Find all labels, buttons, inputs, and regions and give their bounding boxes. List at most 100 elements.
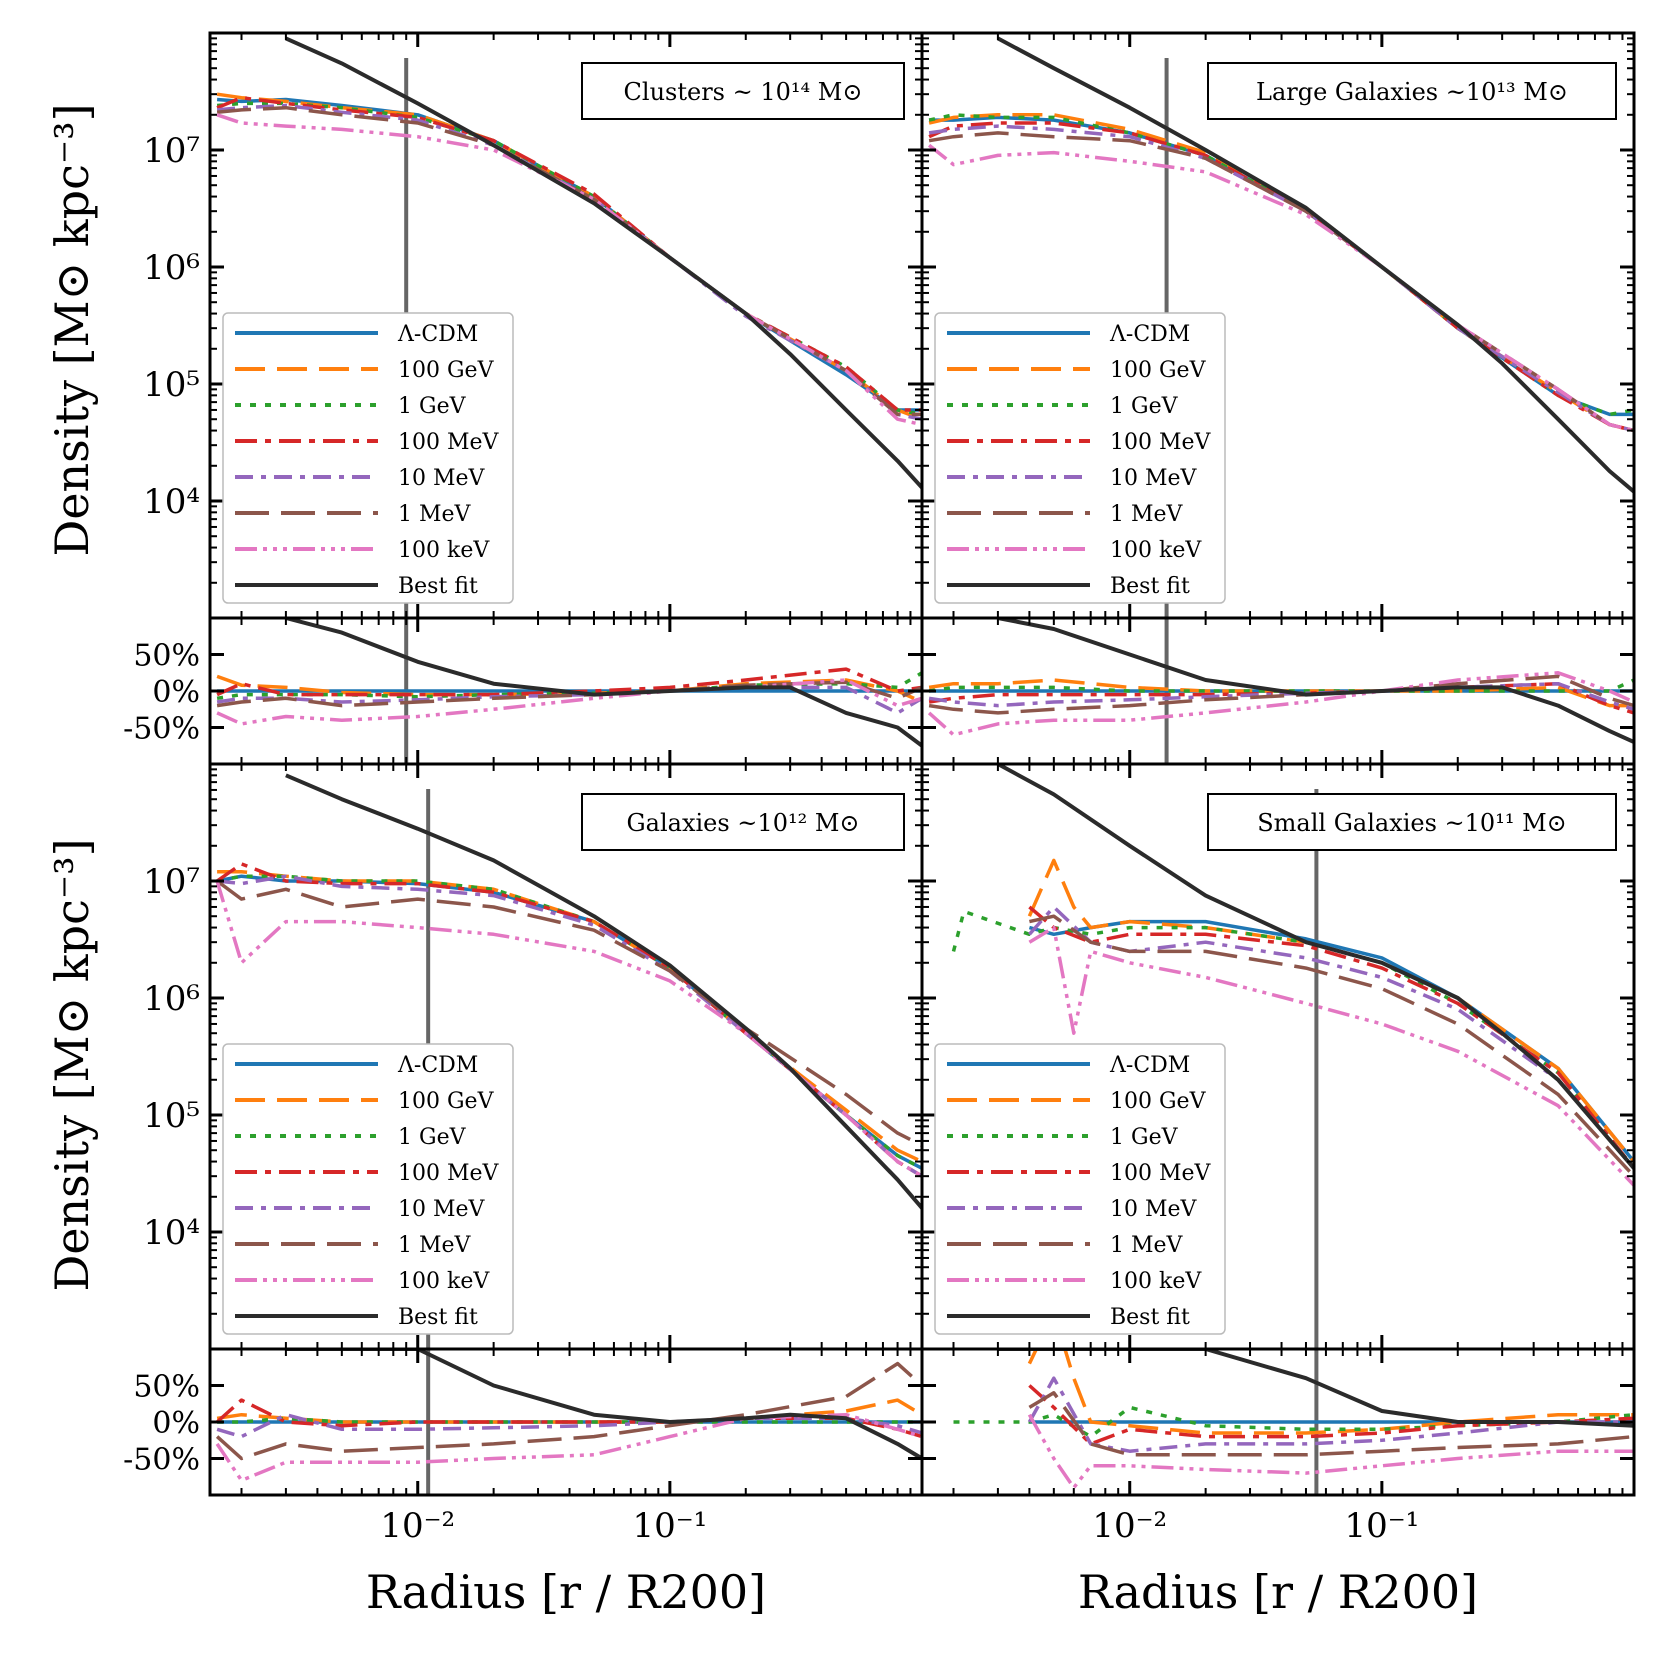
x-tick-label: 10⁻¹ [1344,1506,1419,1546]
panel-3-legend [934,1043,1226,1335]
panel-3-series-fit [996,764,1634,1170]
panel-2-series-gev1 [216,874,922,1170]
panel-0-legend-entry: 100 keV [398,538,490,563]
panel-1-ratio-series-kev100 [927,671,1634,737]
panel-0-ratio-series-mev1 [216,680,922,708]
panel-1-ratio-series-gev100 [928,678,1634,708]
panel-2-legend-entry: 100 GeV [398,1089,495,1114]
panel-3-series-kev100 [1028,925,1634,1187]
panel-3-legend-entry: 100 keV [1110,1269,1202,1294]
panel-1-ratio-plot [927,618,1634,764]
x-axis-label-right: Radius [r / R200] [1078,1565,1478,1619]
ratio-tick-label: 0% [152,1406,200,1441]
y-tick-label: 10⁷ [143,131,200,171]
panel-3-ratio-series-mev1 [1028,1391,1634,1457]
panel-3-series-mev100 [1028,905,1634,1170]
panel-0-ratio-series-mev100 [216,667,922,697]
panel-1-legend-entry: 10 MeV [1110,466,1198,491]
panel-2-ratio-plot [215,1349,922,1495]
panel-2-legend-entry: 1 GeV [398,1125,467,1150]
panel-2-main-plot [215,773,922,1349]
panel-2-series-mev1 [216,879,922,1147]
panel-3-legend-entry: 10 MeV [1110,1197,1198,1222]
panel-2-ratio-series-mev1 [215,1361,922,1461]
panel-1-legend-entry: 1 GeV [1110,394,1179,419]
y-tick-label: 10⁶ [143,248,200,288]
panel-2-legend-entry: 100 MeV [398,1161,500,1186]
panel-0-legend-entry: Λ-CDM [397,322,478,347]
panel-0-ratio-plot [216,618,922,764]
x-axis-label-left: Radius [r / R200] [366,1565,766,1619]
x-tick-label: 10⁻¹ [632,1506,707,1546]
panel-0-legend [222,312,514,604]
panel-0-legend-entry: 10 MeV [398,466,486,491]
panel-3-title: Small Galaxies ~10¹¹ M⊙ [1257,809,1567,837]
panel-2-series-fit [285,773,922,1210]
panel-3-legend-entry: Λ-CDM [1109,1053,1190,1078]
panel-3-legend-entry: Best fit [1110,1305,1190,1330]
panel-0-legend-entry: 100 GeV [398,358,495,383]
panel-3-legend-entry: 100 MeV [1110,1161,1212,1186]
panel-2-title: Galaxies ~10¹² M⊙ [626,809,859,837]
y-tick-label: 10⁷ [143,862,200,902]
panel-2-ratio-series-fit [285,1349,922,1461]
panel-1-series-kev100 [928,143,1634,433]
ratio-tick-label: -50% [123,712,200,747]
y-tick-label: 10⁵ [143,365,200,405]
panel-0-ratio-series-kev100 [216,678,922,726]
panel-3-ratio-series-gev100 [1027,1349,1634,1435]
panel-2-legend-entry: 10 MeV [398,1197,486,1222]
panel-0-legend-entry: Best fit [398,574,478,599]
panel-3-legend-entry: 1 GeV [1110,1125,1179,1150]
y-axis-label-bottom: Density [M⊙ kpc⁻³] [45,838,99,1291]
panel-1-series-gev1 [928,113,1634,417]
panel-3-series-mev1 [1029,914,1634,1178]
y-tick-label: 10⁶ [143,979,200,1019]
panel-1-legend [934,312,1226,604]
panel-2-legend-entry: Λ-CDM [397,1053,478,1078]
panel-0-main-plot [216,36,922,618]
panel-3-legend-entry: 100 GeV [1110,1089,1207,1114]
panel-1-title: Large Galaxies ~10¹³ M⊙ [1256,78,1568,106]
panel-2-ratio-series-kev100 [215,1412,922,1483]
panel-1-legend-entry: 1 MeV [1110,502,1184,527]
panel-1-ratio-series-fit [997,618,1634,744]
panel-0-series-mev100 [216,95,922,412]
x-tick-label: 10⁻² [1092,1506,1167,1546]
panel-0-ratio-series-fit [285,618,922,748]
panel-1-title-box [1207,62,1617,120]
panel-3-legend-entry: 1 MeV [1110,1233,1184,1258]
panel-2-ratio-series-mev10 [216,1412,922,1439]
panel-0-ratio-series-gev1 [216,671,922,701]
panel-0-legend-entry: 100 MeV [398,430,500,455]
panel-3-main-plot [951,764,1634,1349]
panel-2-legend [222,1043,514,1335]
panel-3-ratio-plot [953,1349,1634,1495]
panel-1-legend-entry: 100 MeV [1110,430,1212,455]
panel-1-ratio-series-gev1 [928,678,1634,693]
panel-1-legend-entry: Λ-CDM [1109,322,1190,347]
y-axis-label-top: Density [M⊙ kpc⁻³] [45,103,99,556]
panel-3-title-box [1207,793,1617,851]
panel-1-ratio-series-mev10 [928,681,1634,711]
panel-0-ratio-series-gev100 [216,674,922,704]
panel-0-title: Clusters ~ 10¹⁴ M⊙ [624,78,863,106]
y-tick-label: 10⁴ [143,482,200,522]
panel-1-main-plot [928,36,1634,618]
panel-0-series-fit [285,36,922,490]
panel-2-legend-entry: 100 keV [398,1269,490,1294]
panel-3-ratio-series-mev10 [1027,1376,1634,1453]
panel-1-legend-entry: Best fit [1110,574,1190,599]
panel-3-ratio-series-kev100 [1027,1413,1634,1490]
x-tick-label: 10⁻² [380,1506,455,1546]
panel-0-series-kev100 [216,113,922,427]
panel-0-legend-entry: 1 GeV [398,394,467,419]
panel-0-legend-entry: 1 MeV [398,502,472,527]
panel-0-title-box [581,62,905,120]
panel-2-series-kev100 [215,880,922,1178]
ratio-tick-label: -50% [123,1443,200,1478]
panel-3-ratio-series-fit [997,1349,1634,1428]
panel-1-legend-entry: 100 keV [1110,538,1202,563]
panel-2-title-box [581,793,905,851]
